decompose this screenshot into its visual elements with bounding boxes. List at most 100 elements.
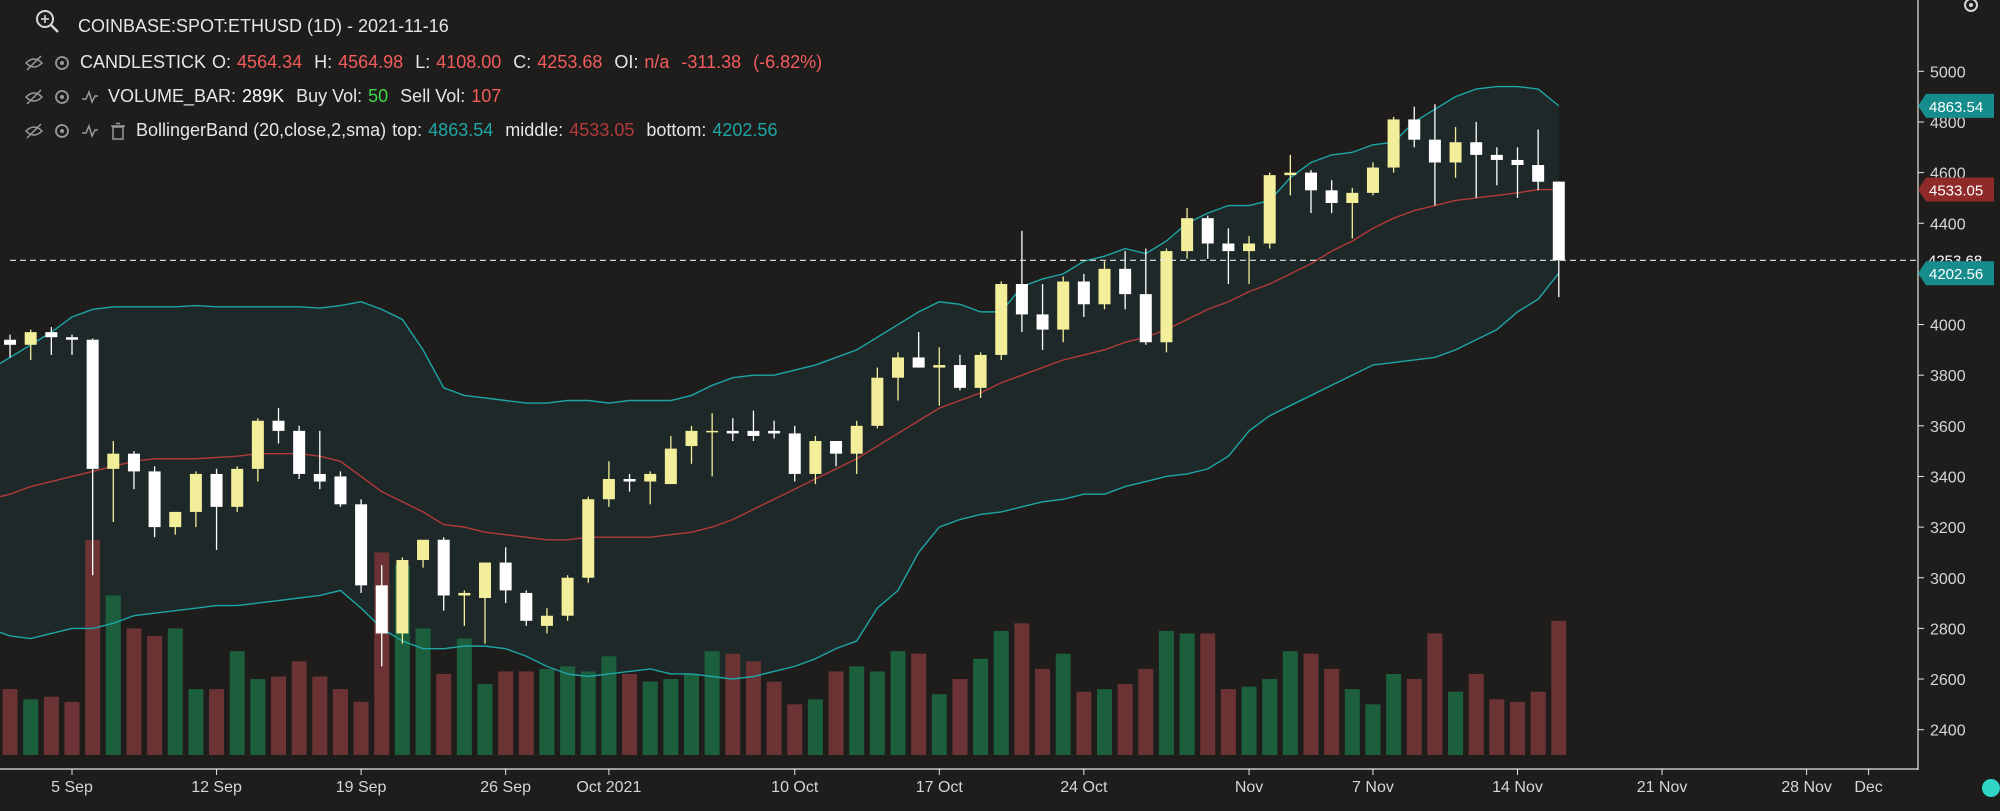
volume-bar	[2, 689, 18, 755]
volume-bar	[807, 699, 823, 755]
candle-body	[953, 365, 966, 388]
trash-icon[interactable]	[108, 121, 128, 141]
volume-bar	[890, 651, 906, 755]
band-area	[0, 86, 1559, 680]
tag-bb-top-text: 4863.54	[1929, 99, 1983, 116]
x-tick-label: 19 Sep	[336, 779, 387, 796]
candle-body	[417, 539, 430, 561]
volume-bar	[787, 704, 803, 755]
legend-oi-label: OI:	[614, 52, 639, 72]
candle-body	[1181, 218, 1194, 252]
candle-body	[272, 420, 285, 431]
legend-buy-value: 50	[368, 86, 389, 106]
bollinger-band-fill	[0, 86, 1559, 680]
candle-body	[788, 433, 801, 474]
volume-bar	[209, 689, 225, 755]
candle-body	[706, 430, 719, 433]
volume-bar	[1035, 668, 1051, 755]
volume-bar	[1427, 633, 1443, 755]
legend-bb-mid-value: 4533.05	[569, 120, 635, 140]
volume-bar	[105, 595, 121, 755]
hide-eye-icon[interactable]	[24, 121, 44, 141]
volume-bar	[1448, 691, 1464, 755]
chart-title: COINBASE:SPOT:ETHUSD (1D) - 2021-11-16	[78, 16, 449, 36]
candle-body	[334, 476, 347, 505]
settings-gear-icon[interactable]	[52, 121, 72, 141]
volume-bar	[1468, 673, 1484, 755]
candle-body	[871, 377, 884, 426]
candle-body	[1366, 167, 1379, 193]
status-dot-icon	[1982, 779, 2000, 797]
volume-bar	[1117, 684, 1133, 755]
zoom-icon[interactable]	[34, 8, 60, 34]
volume-bar	[1200, 633, 1216, 755]
candle-body	[45, 332, 58, 338]
legend-bb-top-label: top:	[392, 120, 423, 140]
settings-gear-icon[interactable]	[52, 87, 72, 107]
volume-bar	[291, 661, 307, 755]
candle-body	[1470, 142, 1483, 155]
candle-body	[520, 592, 533, 621]
candle-body	[995, 284, 1008, 355]
legend-candle-name: CANDLESTICK	[80, 52, 207, 72]
candle-body	[107, 453, 120, 469]
time-axis[interactable]: 5 Sep 12 Sep 19 Sep 26 Sep Oct 2021 10 Oct 17 …	[0, 768, 2000, 797]
volume-bar	[271, 676, 286, 755]
candle-body	[293, 430, 306, 474]
candle-body	[830, 441, 843, 454]
legend-volume-name: VOLUME_BAR:	[108, 86, 237, 106]
candle-body	[1098, 268, 1111, 305]
candle-body	[210, 473, 223, 507]
settings-gear-icon[interactable]	[1960, 0, 1982, 16]
indicator-icon	[82, 123, 98, 138]
volume-bar	[766, 681, 782, 755]
bollinger-lines	[0, 85, 1560, 680]
settings-gear-icon[interactable]	[52, 53, 72, 73]
volume-bar	[684, 673, 699, 755]
volume-bar	[456, 638, 472, 755]
candle-body	[231, 468, 244, 507]
volume-bar	[931, 694, 947, 755]
volume-bar	[993, 630, 1009, 755]
candle-body	[850, 425, 863, 454]
x-tick-label: 17 Oct	[916, 779, 964, 796]
legend-buy-label: Buy Vol:	[296, 86, 363, 106]
legend-close-label: C:	[513, 52, 532, 72]
legend-volume-value: 289K	[242, 86, 285, 106]
candle-body	[1077, 281, 1090, 305]
legend-bb-mid-label: middle:	[505, 120, 564, 140]
legend-bb-name: BollingerBand (20,close,2,sma)	[136, 120, 387, 140]
volume-bar	[560, 666, 576, 755]
candle-body	[1222, 243, 1235, 252]
x-tick-label: 28 Nov	[1781, 779, 1832, 796]
volume-bar	[64, 701, 80, 755]
x-tick-label: 14 Nov	[1492, 779, 1543, 796]
candle-body	[313, 473, 326, 482]
volume-bar	[725, 653, 741, 755]
hide-eye-icon[interactable]	[24, 87, 44, 107]
hide-eye-icon[interactable]	[24, 53, 44, 73]
tag-bb-middle-bg	[1918, 177, 1994, 202]
volume-bar	[745, 661, 761, 755]
legend-candlestick: CANDLESTICK O: 4564.34 H: 4564.98 L: 410…	[24, 52, 834, 73]
legend-bb-bot-value: 4202.56	[712, 120, 778, 140]
volume-bar	[828, 671, 844, 755]
y-tick-label: 3800	[1930, 368, 1966, 385]
legend-oi-value: n/a	[644, 52, 670, 72]
volume-bar	[1551, 620, 1567, 755]
volume-bars	[2, 539, 1567, 755]
candle-body	[66, 337, 78, 340]
candle-body	[1201, 218, 1214, 244]
volume-bar	[1055, 653, 1071, 755]
candle-body	[127, 453, 140, 472]
legend-change-value: -311.38	[681, 52, 742, 72]
candle-body	[86, 339, 99, 469]
x-tick-label: 5 Sep	[51, 779, 93, 796]
x-tick-label: 24 Oct	[1060, 779, 1108, 796]
volume-bar	[1324, 668, 1340, 755]
volume-bar	[1303, 653, 1319, 755]
candlesticks	[4, 104, 1565, 667]
candle-body	[375, 585, 388, 634]
indicator-icon	[82, 89, 98, 104]
